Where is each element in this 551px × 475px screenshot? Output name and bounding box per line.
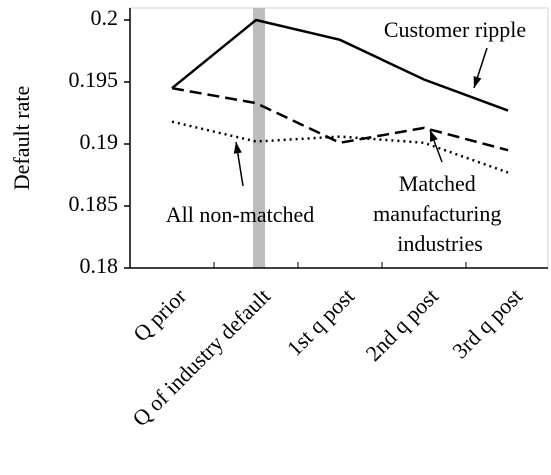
series-line xyxy=(171,120,509,174)
series-line xyxy=(171,18,509,112)
y-tick-label: 0.2 xyxy=(91,5,119,30)
series-annotation: All non-matched xyxy=(166,202,314,227)
series-line xyxy=(171,86,509,152)
series-annotation: Customer ripple xyxy=(384,17,526,42)
arrow-head xyxy=(473,76,482,88)
x-tick-label: Q of industry default xyxy=(127,283,275,431)
arrow-head xyxy=(233,142,242,154)
x-tick-label: Q prior xyxy=(128,283,192,347)
y-tick-label: 0.195 xyxy=(69,67,119,92)
y-tick-label: 0.19 xyxy=(80,129,119,154)
x-tick-label: 1st q post xyxy=(282,283,359,360)
series-annotation: Matched manufacturing industries xyxy=(373,171,507,256)
x-tick-label: 2nd q post xyxy=(361,283,444,366)
x-tick-label: 3rd q post xyxy=(447,283,527,363)
y-axis-label: Default rate xyxy=(9,86,34,190)
y-tick-label: 0.185 xyxy=(69,191,119,216)
plot-frame xyxy=(129,7,549,269)
arrow-head xyxy=(430,130,438,142)
event-highlight xyxy=(253,8,265,268)
y-tick-label: 0.18 xyxy=(80,253,119,278)
